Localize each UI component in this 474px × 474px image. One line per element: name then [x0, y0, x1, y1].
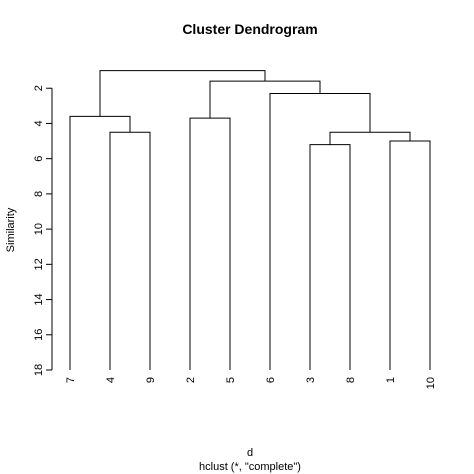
chart-title: Cluster Dendrogram: [182, 21, 317, 37]
leaf-labels: 7 4 9 2 5 6 3 8 1 10: [65, 377, 437, 389]
dendrogram-branch: [99, 70, 266, 117]
y-tick-label: 12: [33, 258, 45, 270]
y-tick-label: 18: [33, 364, 45, 376]
y-tick-label: 4: [33, 120, 45, 126]
y-tick-label: 6: [33, 156, 45, 162]
leaf-label: 1: [385, 377, 397, 383]
y-tick-label: 14: [33, 293, 45, 305]
dendrogram-branch: [209, 80, 321, 119]
dendrogram-branch: [269, 93, 371, 370]
dendrogram-branch: [189, 117, 231, 370]
dendrogram-branches: [69, 70, 431, 370]
y-tick-label: 8: [33, 191, 45, 197]
leaf-label: 9: [145, 377, 157, 383]
chart-subtitle: hclust (*, "complete"): [199, 461, 301, 473]
leaf-label: 6: [265, 377, 277, 383]
leaf-label: 7: [65, 377, 77, 383]
y-tick-label: 2: [33, 85, 45, 91]
y-axis-label: Similarity: [5, 207, 17, 252]
dendrogram-branch: [389, 140, 431, 370]
dendrogram-branch: [329, 131, 411, 145]
dendrogram-branch: [309, 144, 351, 370]
dendrogram-branch: [109, 131, 151, 370]
leaf-label: 4: [105, 377, 117, 383]
dendrogram-branch: [69, 115, 131, 370]
y-tick-label: 16: [33, 329, 45, 341]
y-axis: 2 4 6 8 10 12 14 16 18: [33, 85, 53, 376]
leaf-label: 10: [425, 377, 437, 389]
leaf-label: 8: [345, 377, 357, 383]
leaf-label: 3: [305, 377, 317, 383]
leaf-label: 5: [225, 377, 237, 383]
leaf-label: 2: [185, 377, 197, 383]
x-axis-label: d: [247, 447, 253, 459]
y-tick-label: 10: [33, 223, 45, 235]
